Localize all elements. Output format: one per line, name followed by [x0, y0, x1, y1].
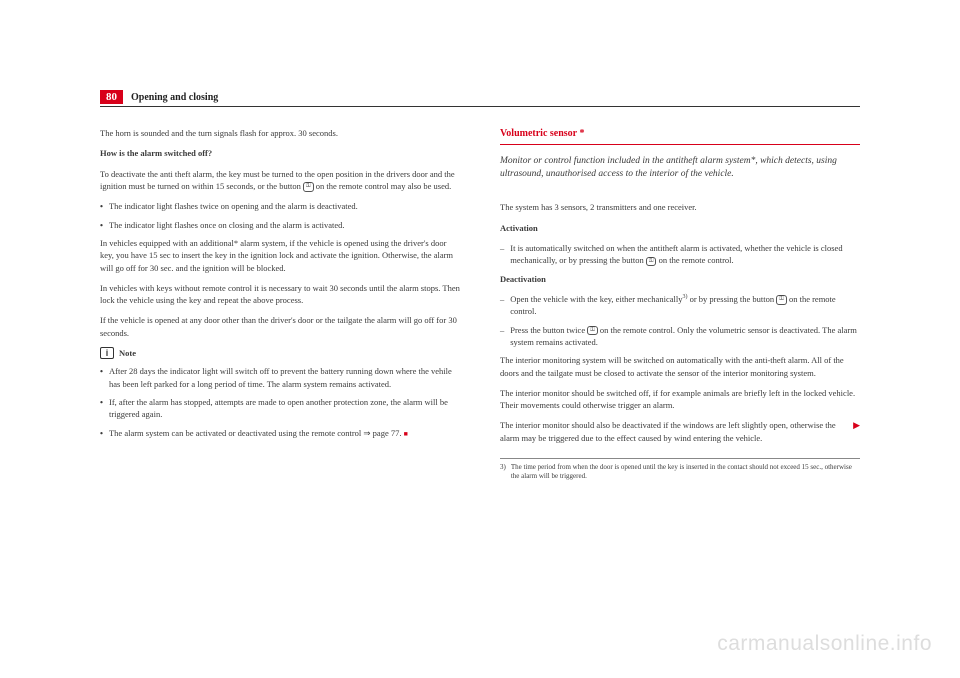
- bullet-item: • The indicator light flashes once on cl…: [100, 219, 460, 231]
- unlock-icon: ⚿: [587, 326, 598, 335]
- bullet-item: • After 28 days the indicator light will…: [100, 365, 460, 390]
- paragraph: The system has 3 sensors, 2 transmitters…: [500, 201, 860, 213]
- dash-text: It is automatically switched on when the…: [510, 242, 860, 267]
- text: Open the vehicle with the key, either me…: [510, 294, 682, 304]
- bullet-text: If, after the alarm has stopped, attempt…: [109, 396, 460, 421]
- bullet-dot: •: [100, 200, 103, 212]
- bullet-item: • The indicator light flashes twice on o…: [100, 200, 460, 212]
- continue-arrow-icon: ▶: [853, 419, 860, 432]
- text: or by pressing the button: [687, 294, 776, 304]
- page-header: 80 Opening and closing: [100, 90, 860, 107]
- footnote-number: 3): [500, 463, 506, 481]
- bullet-dot: •: [100, 396, 103, 421]
- paragraph: In vehicles equipped with an additional*…: [100, 237, 460, 274]
- unlock-icon: ⚿: [776, 295, 787, 304]
- content-columns: The horn is sounded and the turn signals…: [100, 127, 860, 481]
- dash-item: – Press the button twice ⚿ on the remote…: [500, 324, 860, 349]
- footnote-text: The time period from when the door is op…: [511, 463, 860, 481]
- subheading: Activation: [500, 222, 860, 234]
- left-column: The horn is sounded and the turn signals…: [100, 127, 460, 481]
- lock-icon: ⚿: [646, 257, 657, 266]
- page-container: 80 Opening and closing The horn is sound…: [0, 0, 960, 501]
- right-column: Volumetric sensor * Monitor or control f…: [500, 127, 860, 481]
- page-ref: ⇒ page 77.: [363, 428, 401, 438]
- bullet-dot: •: [100, 219, 103, 231]
- bullet-text: The indicator light flashes once on clos…: [109, 219, 345, 231]
- subheading: How is the alarm switched off?: [100, 147, 460, 159]
- paragraph: The horn is sounded and the turn signals…: [100, 127, 460, 139]
- watermark: carmanualsonline.info: [717, 632, 932, 656]
- bullet-item: • If, after the alarm has stopped, attem…: [100, 396, 460, 421]
- text: The interior monitor should also be deac…: [500, 420, 836, 442]
- section-heading: Volumetric sensor *: [500, 127, 860, 145]
- note-label: Note: [119, 347, 136, 359]
- text: Press the button twice: [510, 325, 587, 335]
- text: on the remote control.: [656, 255, 733, 265]
- section-title: Opening and closing: [131, 92, 218, 103]
- end-square-icon: ■: [404, 430, 408, 438]
- bullet-text: After 28 days the indicator light will s…: [109, 365, 460, 390]
- footnote: 3) The time period from when the door is…: [500, 458, 860, 481]
- bullet-text: The alarm system can be activated or dea…: [109, 427, 408, 439]
- paragraph: ▶ The interior monitor should also be de…: [500, 419, 860, 444]
- paragraph: If the vehicle is opened at any door oth…: [100, 314, 460, 339]
- bullet-dot: •: [100, 365, 103, 390]
- dash-item: – It is automatically switched on when t…: [500, 242, 860, 267]
- paragraph: In vehicles with keys without remote con…: [100, 282, 460, 307]
- bullet-text: The indicator light flashes twice on ope…: [109, 200, 358, 212]
- subheading: Deactivation: [500, 273, 860, 285]
- page-number-badge: 80: [100, 90, 123, 104]
- note-heading: i Note: [100, 347, 460, 359]
- unlock-icon: ⚿: [303, 182, 314, 191]
- info-icon: i: [100, 347, 114, 359]
- paragraph: To deactivate the anti theft alarm, the …: [100, 168, 460, 193]
- dash-text: Press the button twice ⚿ on the remote c…: [510, 324, 860, 349]
- paragraph: The interior monitoring system will be s…: [500, 354, 860, 379]
- dash-marker: –: [500, 324, 504, 349]
- dash-text: Open the vehicle with the key, either me…: [510, 293, 860, 318]
- dash-item: – Open the vehicle with the key, either …: [500, 293, 860, 318]
- text: on the remote control may also be used.: [314, 181, 452, 191]
- paragraph: The interior monitor should be switched …: [500, 387, 860, 412]
- dash-marker: –: [500, 242, 504, 267]
- dash-marker: –: [500, 293, 504, 318]
- bullet-item: • The alarm system can be activated or d…: [100, 427, 460, 439]
- bullet-dot: •: [100, 427, 103, 439]
- text: The alarm system can be activated or dea…: [109, 428, 363, 438]
- intro-paragraph: Monitor or control function included in …: [500, 155, 860, 182]
